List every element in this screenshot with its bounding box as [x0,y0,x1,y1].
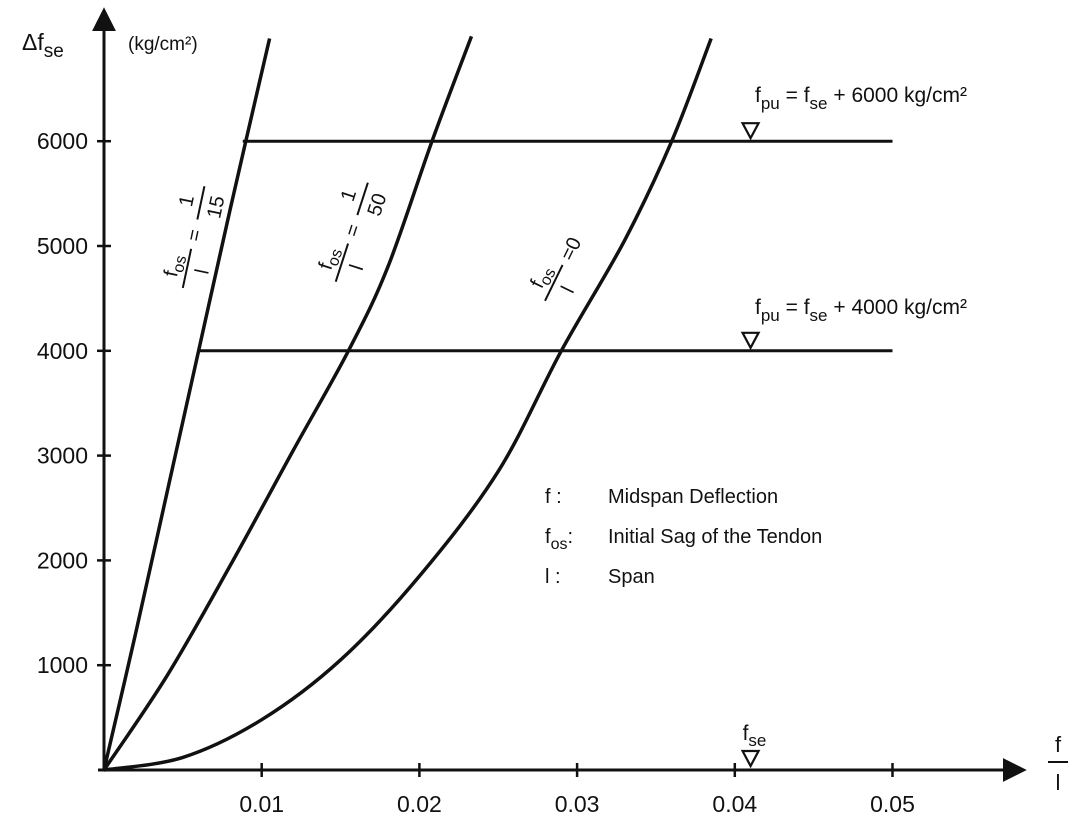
fpu-se-sub: se [810,306,828,325]
y-tick-label: 1000 [37,652,88,678]
fpu-f: f [755,84,761,107]
fpu-label-2: fpu = fse + 4000 kg/cm² [755,296,967,325]
series-line-2 [102,35,474,771]
legend-text: Midspan Deflection [608,486,778,508]
x-tick-label: 0.01 [239,791,284,817]
curve-label-2: fos l = 1 50 [315,182,392,282]
fpu-marker-1 [740,122,761,141]
legend-text: Initial Sag of the Tendon [608,526,822,548]
fpu-sub: pu [761,94,780,113]
fpu-label-1: fpu = fse + 6000 kg/cm² [755,84,967,113]
legend-key-main: f : [545,486,562,508]
fpu-mid: = f [780,84,810,107]
curve-label-os: os [170,254,190,274]
fse-label: fse [743,722,767,750]
curve-label-rhs-den: 15 [203,194,229,220]
curve-label-f: f [160,268,183,278]
curve-label-rhs: =0 [556,234,586,264]
y-axis-title-main: Δf [22,29,44,55]
legend-item-2: fos: Initial Sag of the Tendon [545,526,822,553]
legend-text: Span [608,566,655,588]
x-tick-label: 0.04 [712,791,757,817]
series-line-1 [102,38,272,771]
horizontal-lines [198,122,893,769]
legend-key: l : [545,566,561,588]
legend-key-main: f [545,526,551,548]
ticks: 0.01 0.02 0.03 0.04 0.05 1000 2000 3000 4000 5000… [37,128,915,817]
fse-label-sub: se [748,731,766,750]
fpu-sub: pu [761,306,780,325]
y-tick-label: 5000 [37,233,88,259]
x-tick-label: 0.02 [397,791,442,817]
curve-label-den: l [346,262,368,273]
y-axis-unit: (kg/cm²) [128,34,198,55]
curve-label-bar [544,264,564,302]
y-axis-title: Δfse [22,29,64,62]
x-tick-label: 0.05 [870,791,915,817]
curve-label-bar [181,248,193,289]
legend-key: fos: [545,526,573,553]
fpu-rest: + 6000 kg/cm² [828,84,967,107]
fpu-se-sub: se [810,94,828,113]
fpu-f: f [755,296,761,319]
curve-label-rhs-num: 1 [175,193,199,208]
curve-label-num: fos [160,252,190,279]
curve-label-rhs-num: 1 [337,187,361,204]
fpu-marker-2 [740,331,761,351]
fse-marker [740,749,761,769]
curve-label-eq: = [341,222,366,240]
curve-label-1: fos l = 1 15 [160,186,229,289]
axes [92,7,1027,782]
curve-label-num: fos [315,244,347,273]
curve-label-rhs-bar [356,182,369,216]
legend-item-3: l : Span [545,566,655,588]
y-tick-label: 2000 [37,547,88,573]
legend-key-sub: os [551,536,568,553]
curve-label-den: l [191,267,213,276]
fpu-mid: = f [780,296,810,319]
fse-label-f: f [743,722,749,745]
legend-key: f : [545,486,562,508]
y-tick-label: 6000 [37,128,88,154]
curve-label-bar [334,243,350,282]
y-axis-title-sub: se [44,41,64,62]
curve-label-rhs-den: 50 [364,191,392,219]
x-tick-label: 0.03 [555,791,600,817]
x-axis-title-num: f [1055,732,1062,757]
curve-label-rhs-bar [196,186,206,220]
series-line-3 [103,37,713,772]
curves [102,35,713,772]
y-tick-label: 3000 [37,443,88,469]
curve-label-eq: = [183,227,207,243]
legend-key-main: l : [545,566,561,588]
curve-label-den: l [557,283,579,297]
x-axis-title-den: l [1056,770,1061,795]
curve-label-num: fos [526,262,559,294]
legend-item-1: f : Midspan Deflection [545,486,778,508]
fpu-rest: + 4000 kg/cm² [828,296,967,319]
legend-key-colon: : [567,526,573,548]
y-tick-label: 4000 [37,338,88,364]
